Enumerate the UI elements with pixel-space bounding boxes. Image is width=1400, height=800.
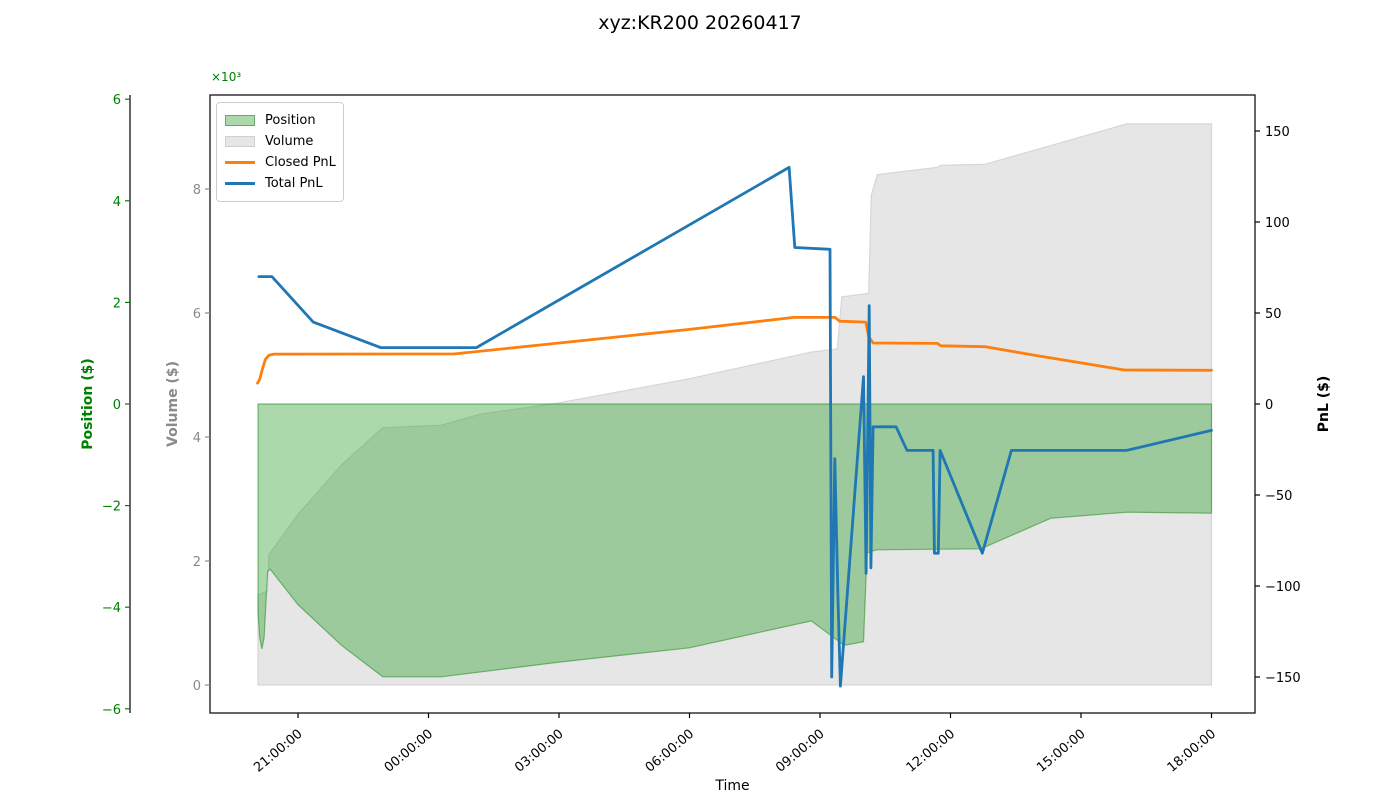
legend-label-position: Position — [265, 113, 316, 128]
legend-label-total-pnl: Total PnL — [265, 176, 323, 191]
position-swatch — [225, 115, 255, 126]
time-tick-label: 00:00:00 — [382, 727, 436, 776]
pnl-tick-label: −50 — [1265, 489, 1292, 504]
time-tick-label: 18:00:00 — [1165, 727, 1219, 776]
position-tick-label: 6 — [113, 93, 121, 108]
legend: Position Volume Closed PnL Total PnL — [216, 102, 344, 202]
volume-tick-label: 0 — [193, 679, 201, 694]
series-closed-pnl-line — [256, 316, 1213, 385]
time-tick-label: 09:00:00 — [773, 727, 827, 776]
volume-axis-label: Volume ($) — [165, 361, 181, 447]
pnl-tick-label: 150 — [1265, 125, 1290, 140]
total-pnl-swatch — [225, 182, 255, 185]
legend-item-closed-pnl: Closed PnL — [225, 152, 336, 173]
legend-label-closed-pnl: Closed PnL — [265, 155, 336, 170]
time-tick-label: 06:00:00 — [643, 727, 697, 776]
chart-title: xyz:KR200 20260417 — [598, 12, 802, 34]
time-tick-label: 03:00:00 — [512, 727, 566, 776]
pnl-tick-label: 50 — [1265, 307, 1282, 322]
position-tick-label: −2 — [102, 500, 121, 515]
series-total-pnl-line — [257, 166, 1213, 688]
time-tick-label: 12:00:00 — [904, 727, 958, 776]
legend-item-total-pnl: Total PnL — [225, 173, 333, 194]
volume-tick-label: 2 — [193, 555, 201, 570]
volume-tick-label: 8 — [193, 183, 201, 198]
position-tick-label: −4 — [102, 601, 121, 616]
position-tick-label: 0 — [113, 398, 121, 413]
volume-swatch — [225, 136, 255, 147]
series-position-area — [257, 403, 1213, 678]
volume-tick-label: 6 — [193, 307, 201, 322]
time-axis-label: Time — [715, 778, 750, 794]
pnl-tick-label: 100 — [1265, 216, 1290, 231]
closed-pnl-swatch — [225, 161, 255, 164]
volume-tick-label: 4 — [193, 431, 201, 446]
pnl-axis-label: PnL ($) — [1316, 375, 1332, 433]
legend-item-position: Position — [225, 110, 333, 131]
position-tick-label: −6 — [102, 703, 121, 718]
time-tick-label: 15:00:00 — [1034, 727, 1088, 776]
legend-label-volume: Volume — [265, 134, 314, 149]
pnl-tick-label: −100 — [1265, 580, 1301, 595]
position-tick-label: 2 — [113, 296, 121, 311]
time-tick-label: 21:00:00 — [251, 727, 305, 776]
pnl-tick-label: 0 — [1265, 398, 1273, 413]
legend-item-volume: Volume — [225, 131, 333, 152]
position-axis-label: Position ($) — [80, 358, 96, 450]
pnl-tick-label: −150 — [1265, 671, 1301, 686]
volume-multiplier: ×10³ — [211, 70, 242, 84]
position-tick-label: 4 — [113, 195, 121, 210]
